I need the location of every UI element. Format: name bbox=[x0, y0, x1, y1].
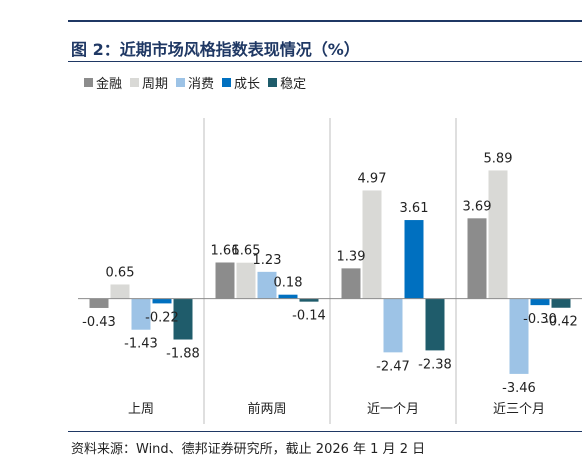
bar-周期 bbox=[236, 262, 256, 299]
legend-swatch bbox=[130, 78, 140, 87]
title-rule bbox=[68, 61, 582, 62]
legend-item: 周期 bbox=[130, 73, 168, 92]
data-label: -3.46 bbox=[502, 381, 536, 396]
bar-周期 bbox=[488, 170, 508, 299]
bar-稳定 bbox=[425, 298, 445, 351]
data-label: -2.47 bbox=[376, 359, 410, 374]
legend-swatch bbox=[84, 78, 93, 87]
data-label: -2.38 bbox=[418, 357, 452, 372]
legend-label: 消费 bbox=[188, 77, 215, 92]
legend-item: 消费 bbox=[176, 73, 214, 92]
bar-成长 bbox=[530, 298, 550, 306]
data-label: -1.88 bbox=[166, 347, 200, 362]
data-label: 1.39 bbox=[337, 249, 366, 264]
data-label: -1.43 bbox=[124, 337, 158, 352]
category-label: 前两周 bbox=[247, 401, 286, 417]
bar-成长 bbox=[278, 294, 298, 299]
bar-周期 bbox=[110, 284, 130, 299]
legend-item: 金融 bbox=[84, 73, 122, 92]
bar-稳定 bbox=[173, 298, 193, 340]
data-label: -0.14 bbox=[292, 309, 326, 324]
bar-成长 bbox=[152, 298, 172, 304]
bar-金融 bbox=[467, 218, 487, 299]
data-label: 1.66 bbox=[211, 243, 240, 258]
bar-消费 bbox=[131, 298, 151, 330]
bar-金融 bbox=[341, 268, 361, 299]
legend-label: 成长 bbox=[234, 77, 261, 92]
data-label: 5.89 bbox=[484, 151, 513, 166]
bar-消费 bbox=[257, 271, 277, 299]
data-label: 1.65 bbox=[232, 244, 261, 259]
legend-item: 成长 bbox=[222, 73, 260, 92]
chart-title: 图 2：近期市场风格指数表现情况（%） bbox=[71, 40, 360, 59]
legend-swatch bbox=[222, 78, 232, 87]
data-label: -0.30 bbox=[523, 312, 557, 327]
bar-周期 bbox=[362, 190, 382, 299]
data-label: 0.65 bbox=[106, 265, 135, 280]
data-label: 4.97 bbox=[358, 171, 387, 186]
data-label: -0.42 bbox=[544, 315, 578, 330]
bar-成长 bbox=[404, 220, 424, 299]
bar-金融 bbox=[215, 262, 235, 299]
bar-稳定 bbox=[299, 298, 319, 302]
legend-label: 稳定 bbox=[280, 77, 307, 92]
category-label: 上周 bbox=[128, 402, 154, 417]
data-label: -0.43 bbox=[82, 315, 116, 330]
top-rule bbox=[68, 20, 582, 22]
bar-消费 bbox=[509, 298, 529, 374]
data-label: 1.23 bbox=[253, 253, 282, 268]
data-label: 0.18 bbox=[274, 276, 303, 291]
source-note: 资料来源：Wind、德邦证券研究所，截止 2026 年 1 月 2 日 bbox=[71, 442, 426, 457]
legend-label: 周期 bbox=[142, 77, 169, 92]
bar-金融 bbox=[89, 298, 109, 308]
category-label: 近三个月 bbox=[493, 402, 545, 417]
legend-label: 金融 bbox=[96, 77, 123, 92]
legend-item: 稳定 bbox=[268, 73, 306, 92]
category-label: 近一个月 bbox=[367, 402, 419, 417]
bar-稳定 bbox=[551, 298, 571, 308]
chart-legend: 金融 周期 消费 成长 稳定 bbox=[84, 73, 306, 92]
bar-消费 bbox=[383, 298, 403, 353]
data-label: 3.69 bbox=[463, 199, 492, 214]
source-rule bbox=[68, 431, 582, 432]
data-label: -0.22 bbox=[145, 310, 179, 325]
legend-swatch bbox=[268, 78, 278, 87]
data-label: 3.61 bbox=[400, 201, 429, 216]
legend-swatch bbox=[176, 78, 186, 87]
